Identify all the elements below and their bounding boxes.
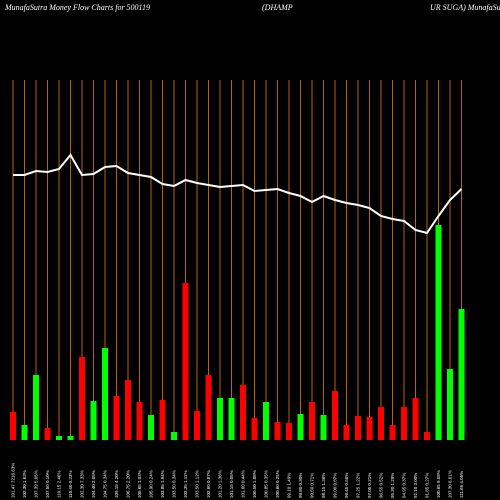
- x-tick-label: 101.47 7216.63%: [11, 463, 16, 498]
- bar: [159, 400, 166, 440]
- x-tick-label: 100.65 9.58%: [436, 470, 441, 498]
- x-tick-label: 101.15 0.05%: [229, 470, 234, 498]
- bar: [102, 348, 108, 440]
- x-tick-label: 97.05 0.21%: [367, 473, 372, 498]
- x-tick-label: 99.00 0.87%: [333, 473, 338, 498]
- x-tick-label: 95.30 1.29%: [390, 473, 395, 498]
- x-tick-label: 104.75 0.34%: [103, 470, 108, 498]
- x-tick-label: 100.85 0.35%: [264, 470, 269, 498]
- bar: [297, 414, 304, 440]
- money-flow-line: [13, 153, 463, 235]
- bar: [90, 401, 97, 440]
- bar: [332, 391, 338, 440]
- x-tick-label: 102.30 1.63%: [22, 470, 27, 498]
- bar: [33, 375, 39, 440]
- chart-title: MunafaSutra Money Flow Charts for 500119: [4, 3, 150, 12]
- bar: [240, 385, 246, 440]
- bar: [21, 425, 28, 440]
- bar: [217, 398, 223, 440]
- x-tick-label: 107.30 6.61%: [448, 470, 453, 498]
- x-tick-label: 97.25 1.22%: [356, 473, 361, 498]
- bar: [67, 436, 74, 440]
- x-tick-label: 98.15 1.36%: [321, 473, 326, 498]
- bar: [79, 357, 85, 440]
- x-tick-label: 102.60 0.87%: [206, 470, 211, 498]
- bar: [286, 423, 292, 440]
- bar: [401, 407, 407, 440]
- chart-title: UR SUGA) MunafaSutra.com: [430, 3, 500, 12]
- bar: [228, 398, 235, 440]
- x-tick-label: 111.65 4.05%: [459, 471, 464, 498]
- x-tick-label: 103.50 0.34%: [172, 470, 177, 498]
- bar: [435, 225, 442, 440]
- x-tick-label: 103.50 1.12%: [195, 470, 200, 498]
- chart-title: (DHAMP: [262, 3, 293, 12]
- bar: [343, 425, 350, 440]
- x-tick-label: 110.40 0.23%: [68, 471, 73, 498]
- bar: [56, 436, 62, 440]
- x-tick-label: 100.50 1.08%: [252, 470, 257, 498]
- x-tick-label: 91.85 0.27%: [425, 473, 430, 498]
- bar: [136, 402, 143, 440]
- x-tick-label: 109.15 4.20%: [114, 470, 119, 498]
- bar: [171, 432, 177, 440]
- x-tick-label: 99.50 0.71%: [310, 473, 315, 498]
- bar: [320, 415, 327, 440]
- bar: [263, 402, 269, 440]
- bar: [378, 407, 384, 440]
- x-tick-label: 96.55 0.52%: [379, 473, 384, 498]
- x-tick-label: 101.20 1.36%: [218, 470, 223, 498]
- x-tick-label: 94.95 0.37%: [402, 473, 407, 498]
- bar: [205, 375, 212, 440]
- x-tick-label: 99.10 1.49%: [287, 473, 292, 498]
- x-tick-label: 107.39 5.05%: [34, 470, 39, 498]
- x-tick-label: 105.90 0.24%: [149, 470, 154, 498]
- x-tick-label: 105.65 1.03%: [137, 470, 142, 498]
- x-tick-label: 103.85 1.94%: [160, 470, 165, 498]
- bar: [44, 428, 51, 440]
- bar: [366, 417, 373, 440]
- bar: [458, 309, 465, 440]
- x-tick-label: 101.60 0.44%: [241, 470, 246, 498]
- x-tick-label: 102.30 7.33%: [80, 470, 85, 498]
- x-tick-label: 104.40 2.05%: [91, 470, 96, 498]
- x-tick-label: 98.45 0.56%: [344, 473, 349, 498]
- x-tick-label: 98.80 0.30%: [298, 473, 303, 498]
- bar: [251, 418, 258, 440]
- x-tick-label: 110.15 2.46%: [57, 471, 62, 498]
- bar: [389, 425, 396, 440]
- bar: [355, 416, 361, 440]
- bar: [424, 432, 430, 440]
- x-tick-label: 107.50 0.10%: [45, 470, 50, 498]
- x-tick-label: 92.10 3.00%: [413, 473, 418, 498]
- x-tick-label: 100.60 0.25%: [275, 470, 280, 498]
- bar: [274, 422, 281, 440]
- bar: [10, 412, 16, 440]
- bar: [412, 398, 419, 440]
- bar: [125, 380, 131, 440]
- x-tick-label: 106.75 2.20%: [126, 470, 131, 498]
- bar: [182, 283, 189, 440]
- x-tick-label: 102.35 1.11%: [183, 471, 188, 498]
- bar: [194, 411, 200, 440]
- bar: [113, 396, 120, 440]
- bar: [148, 415, 154, 440]
- bar: [309, 402, 315, 440]
- bar: [447, 369, 453, 440]
